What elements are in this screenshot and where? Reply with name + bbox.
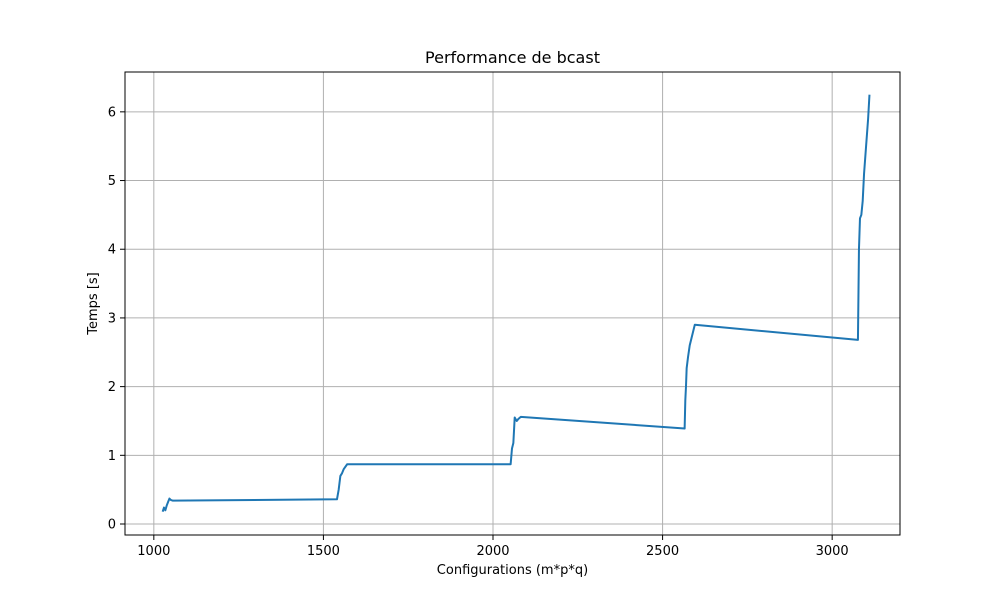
y-axis-label: Temps [s] — [86, 272, 101, 335]
series-layer — [161, 94, 871, 512]
plot-frame — [124, 71, 901, 536]
x-tick-label: 2500 — [646, 544, 679, 559]
y-tick-label: 3 — [108, 311, 116, 326]
chart-title: Performance de bcast — [425, 48, 600, 67]
x-tick-label: 2000 — [476, 544, 509, 559]
x-axis-label: Configurations (m*p*q) — [437, 563, 588, 578]
y-tick-label: 6 — [108, 105, 116, 120]
y-tick-label: 1 — [108, 449, 116, 464]
x-tick-label: 1000 — [137, 544, 170, 559]
y-tick-label: 0 — [108, 518, 116, 533]
y-tick-label: 2 — [108, 380, 116, 395]
y-tick-label: 5 — [108, 174, 116, 189]
y-tick-label: 4 — [108, 243, 116, 258]
x-tick-label: 3000 — [816, 544, 849, 559]
series-line-0 — [161, 94, 871, 512]
axis-ticks: 1000 1500 2000 2500 3000 0 1 2 3 4 5 6 — [108, 105, 849, 559]
x-tick-label: 1500 — [307, 544, 340, 559]
grid-lines — [125, 72, 900, 535]
